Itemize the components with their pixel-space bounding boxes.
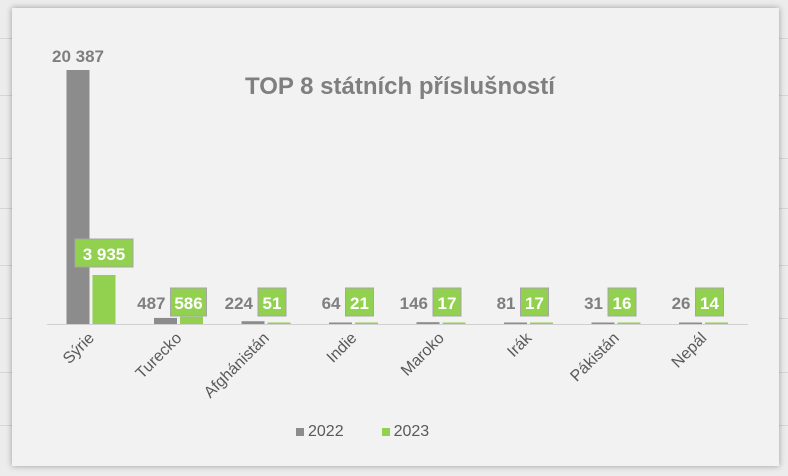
label-box-2023-3 <box>345 287 374 317</box>
legend-label-2023: 2023 <box>393 423 430 440</box>
category-label-3: Indie <box>324 330 361 367</box>
label-2023-6: 16 <box>613 294 632 313</box>
label-box-2023-2 <box>257 287 287 317</box>
bar-2022-5 <box>504 322 527 324</box>
legend-item-2022: 2022 <box>296 423 344 441</box>
legend-swatch-2022 <box>296 428 304 436</box>
label-2022-2: 224 <box>225 294 254 313</box>
bar-2022-2 <box>241 321 265 324</box>
label-box-2023-7 <box>695 287 724 317</box>
label-2023-4: 17 <box>438 294 457 313</box>
legend-item-2023: 2023 <box>381 423 430 441</box>
category-label-2: Afghánistán <box>201 330 273 402</box>
label-2023-3: 21 <box>350 294 369 313</box>
label-box-2023-1 <box>170 287 207 317</box>
label-2022-7: 26 <box>672 294 691 313</box>
legend-label-2022: 2022 <box>308 423 344 440</box>
category-label-0: Sýrie <box>60 330 98 368</box>
label-2022-4: 146 <box>400 294 428 313</box>
label-2023-0: 3 935 <box>83 245 126 264</box>
label-2023-5: 17 <box>525 294 544 313</box>
category-label-6: Pákistán <box>567 330 622 385</box>
category-label-4: Maroko <box>398 330 448 380</box>
bar-2023-2 <box>267 322 291 324</box>
bar-2023-7 <box>705 322 728 324</box>
category-label-1: Turecko <box>133 330 186 383</box>
bar-2023-1 <box>180 316 203 324</box>
bar-2023-0 <box>92 274 116 324</box>
label-2022-6: 31 <box>584 294 603 313</box>
label-2023-7: 14 <box>700 294 719 313</box>
label-box-2023-4 <box>432 287 462 317</box>
chart-title: TOP 8 státních příslušností <box>245 73 555 100</box>
chart-legend: 2022 2023 <box>296 423 429 441</box>
label-2022-5: 81 <box>497 294 516 313</box>
category-label-5: Irák <box>504 329 536 361</box>
bar-2023-6 <box>617 322 641 324</box>
legend-swatch-2023 <box>381 428 390 436</box>
label-box-2023-0 <box>74 238 134 268</box>
bar-2022-3 <box>329 322 352 324</box>
label-2022-1: 487 <box>137 294 165 313</box>
category-label-7: Nepál <box>669 330 711 372</box>
bar-2022-7 <box>679 322 702 324</box>
label-2023-2: 51 <box>263 294 282 313</box>
bar-2023-4 <box>442 322 466 324</box>
bar-2022-6 <box>591 322 615 324</box>
bar-2022-0 <box>66 70 90 324</box>
bar-2023-3 <box>355 322 378 324</box>
label-box-2023-6 <box>607 287 637 317</box>
bar-2023-5 <box>530 322 553 324</box>
label-2023-1: 586 <box>174 294 202 313</box>
label-2022-0: 20 387 <box>52 47 104 66</box>
label-2022-3: 64 <box>322 294 341 313</box>
bar-2022-1 <box>154 317 177 324</box>
chart-panel <box>12 8 779 466</box>
bar-2022-4 <box>416 322 440 324</box>
label-box-2023-5 <box>520 287 549 317</box>
